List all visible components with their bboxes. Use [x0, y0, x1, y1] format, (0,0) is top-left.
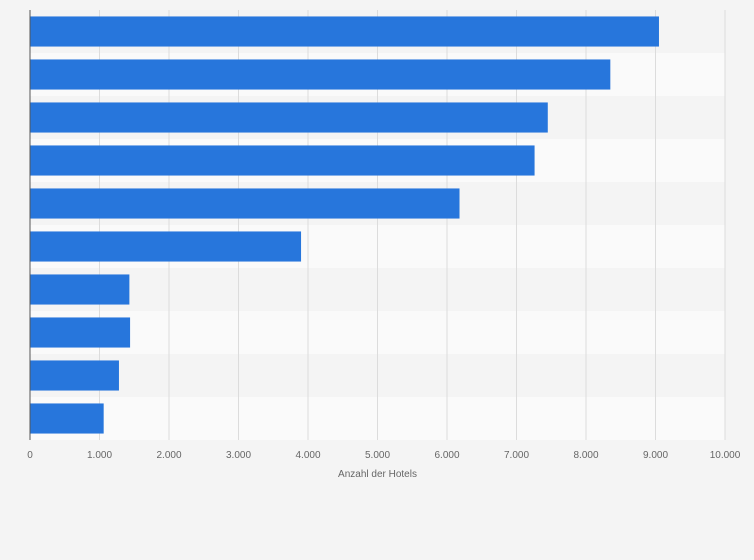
x-tick-label: 10.000 [710, 450, 741, 461]
x-tick-label: 0 [27, 450, 33, 461]
x-axis-title: Anzahl der Hotels [338, 469, 417, 480]
x-tick-label: 4.000 [295, 450, 320, 461]
x-tick-label: 9.000 [643, 450, 668, 461]
bar-1[interactable] [30, 16, 659, 47]
bar-4[interactable] [30, 145, 535, 176]
bar-9[interactable] [30, 360, 119, 391]
x-tick-label: 1.000 [87, 450, 112, 461]
x-tick-label: 5.000 [365, 450, 390, 461]
bar-3[interactable] [30, 102, 548, 133]
bar-5[interactable] [30, 188, 460, 219]
x-tick-label: 2.000 [156, 450, 181, 461]
bar-10[interactable] [30, 403, 104, 434]
bars [30, 16, 659, 434]
x-axis-ticks: 0 1.000 2.000 3.000 4.000 5.000 6.000 7.000 8.00… [27, 450, 741, 461]
x-tick-label: 6.000 [434, 450, 459, 461]
bar-7[interactable] [30, 274, 130, 305]
bar-2[interactable] [30, 59, 611, 90]
x-tick-label: 7.000 [504, 450, 529, 461]
bar-6[interactable] [30, 231, 302, 262]
x-tick-label: 8.000 [573, 450, 598, 461]
bar-8[interactable] [30, 317, 131, 348]
x-tick-label: 3.000 [226, 450, 251, 461]
